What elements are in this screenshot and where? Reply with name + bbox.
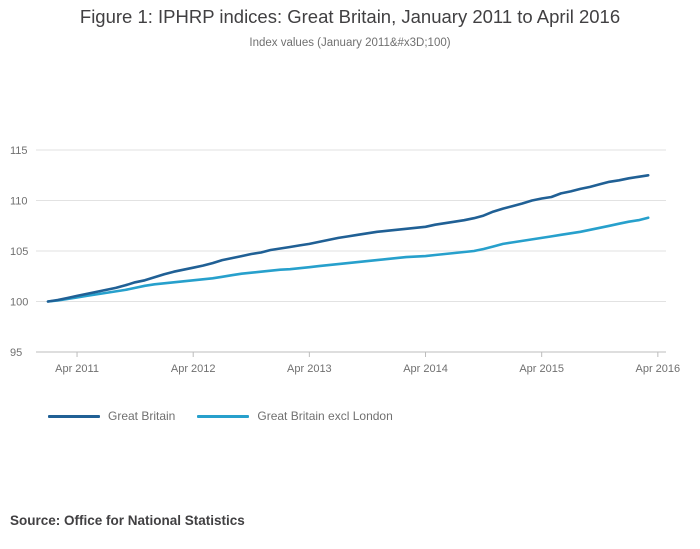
- legend-swatch: [48, 414, 100, 418]
- x-tick-label: Apr 2012: [171, 363, 216, 375]
- legend-item: Great Britain excl London: [197, 409, 393, 423]
- chart-title: Figure 1: IPHRP indices: Great Britain, …: [79, 6, 621, 27]
- chart-subtitle: Index values (January 2011&#x3D;100): [249, 37, 451, 49]
- y-tick-label: 115: [10, 145, 28, 157]
- x-tick-label: Apr 2011: [55, 363, 99, 375]
- series-line-great-britain: [46, 174, 650, 303]
- chart-legend: Great Britain Great Britain excl London: [48, 409, 415, 423]
- x-tick-label: Apr 2015: [519, 363, 564, 375]
- y-tick-label: 105: [10, 246, 28, 258]
- x-tick-label: Apr 2014: [403, 363, 448, 375]
- legend-swatch: [197, 414, 250, 418]
- series-line-great-britain-excl-london: [46, 216, 650, 303]
- y-tick-label: 110: [10, 196, 28, 208]
- y-tick-label: 95: [10, 347, 22, 359]
- x-tick-label: Apr 2013: [287, 363, 332, 375]
- legend-item: Great Britain: [48, 409, 175, 423]
- source-note: Source: Office for National Statistics: [10, 513, 245, 528]
- legend-label: Great Britain: [108, 409, 176, 423]
- legend-label: Great Britain excl London: [257, 409, 393, 423]
- y-tick-label: 100: [10, 297, 28, 309]
- x-tick-label: Apr 2016: [636, 363, 681, 375]
